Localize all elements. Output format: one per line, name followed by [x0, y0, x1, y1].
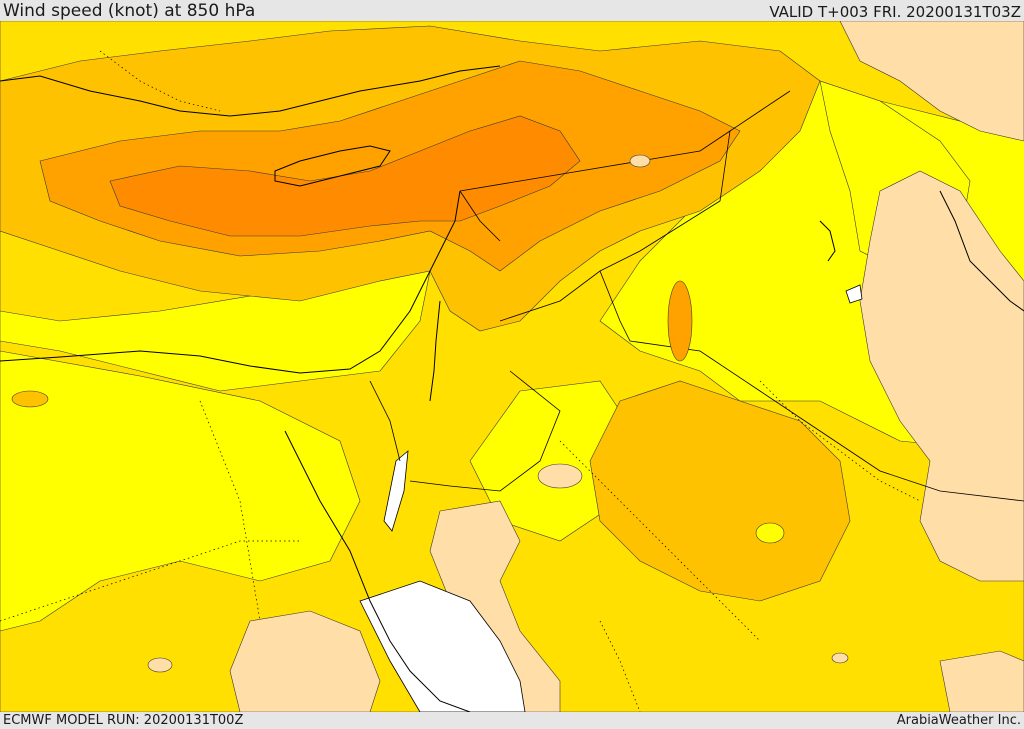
- footer-bar: ECMWF MODEL RUN: 20200131T00Z ArabiaWeat…: [0, 712, 1024, 729]
- calm-area-southwest: [229, 610, 381, 712]
- model-run-label: ECMWF MODEL RUN: 20200131T00Z: [3, 713, 244, 728]
- valid-time: VALID T+003 FRI. 20200131T03Z: [769, 3, 1021, 21]
- credit-label: ArabiaWeather Inc.: [896, 713, 1021, 728]
- coastlines: [0, 65, 1024, 712]
- country-borders: [369, 90, 1024, 502]
- header-bar: Wind speed (knot) at 850 hPa VALID T+003…: [0, 0, 1024, 21]
- wind-band-base-pocket-west: [0, 350, 361, 632]
- weather-map[interactable]: [0, 21, 1024, 712]
- calm-area-northeast: [839, 21, 1024, 142]
- no-data-persian-gulf: [845, 284, 863, 304]
- admin-lines: [0, 50, 921, 712]
- map-canvas: [0, 21, 1024, 712]
- no-data-gulf-of-aqaba: [383, 450, 409, 532]
- calm-area-southeast-corner: [939, 650, 1024, 712]
- map-title: Wind speed (knot) at 850 hPa: [3, 1, 256, 21]
- no-data-red-sea: [359, 580, 526, 712]
- contour-blobs: [11, 154, 849, 673]
- wind-band-2-southeast: [589, 380, 851, 602]
